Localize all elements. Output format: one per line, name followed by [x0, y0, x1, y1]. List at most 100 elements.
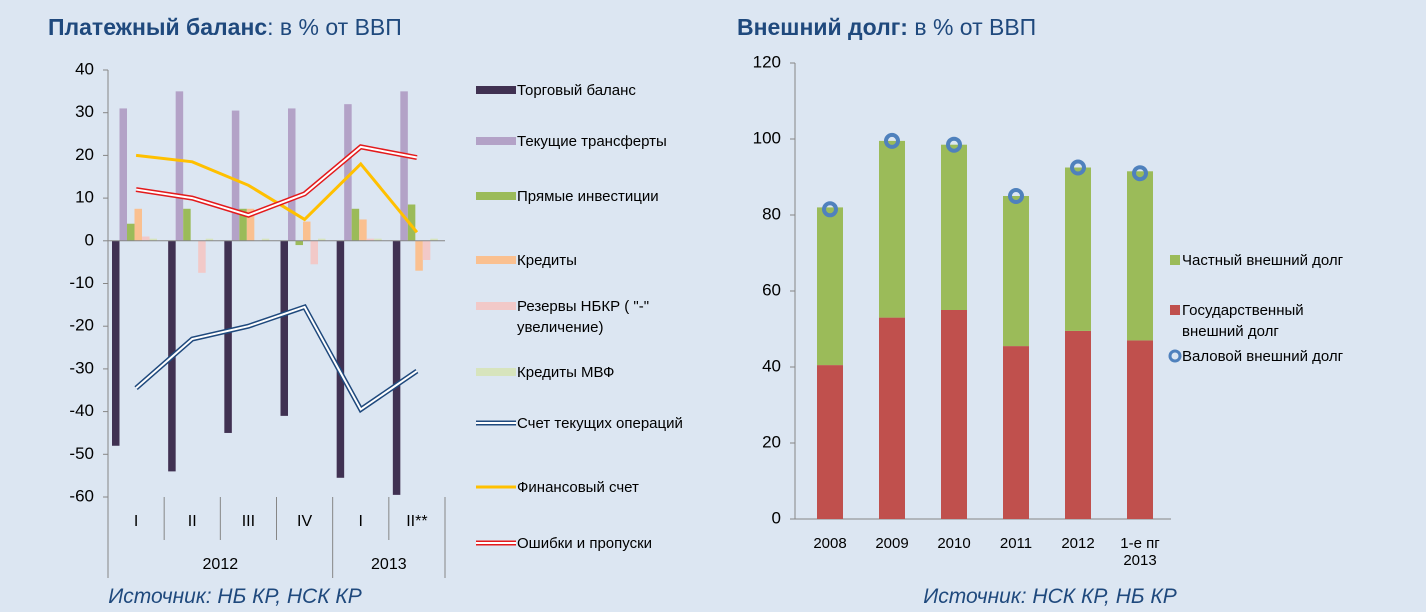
bar — [231, 110, 240, 241]
x-tick-label: II — [188, 513, 197, 530]
x-tick-label: 2011 — [999, 535, 1033, 552]
x-tick-label: I — [134, 513, 138, 530]
chart-title: Платежный баланс: в % от ВВП — [48, 14, 402, 41]
legend-swatch — [476, 368, 516, 376]
legend-swatch — [476, 86, 516, 94]
marker — [1070, 159, 1086, 176]
legend-label: Ошибки и пропуски — [517, 535, 653, 552]
legend-label: Прямые инвестиции — [517, 188, 659, 205]
bar — [336, 240, 345, 478]
bar-segment — [1003, 346, 1029, 519]
bar — [351, 208, 360, 241]
bar — [303, 221, 311, 241]
title-rest: : в % от ВВП — [267, 14, 402, 40]
legend-label: Торговый баланс — [517, 82, 636, 99]
y-tick-label: -40 — [69, 401, 94, 420]
title-bold: Платежный баланс — [48, 14, 268, 40]
x-tick-label: 2008 — [813, 535, 847, 552]
bar — [359, 219, 367, 241]
bar — [310, 240, 318, 265]
y-tick-label: 30 — [75, 102, 94, 121]
bar — [127, 223, 135, 241]
bar — [288, 108, 296, 241]
line-inner — [135, 305, 418, 411]
bar — [134, 208, 142, 241]
bar — [318, 238, 326, 241]
y-tick-label: -60 — [69, 486, 94, 505]
bar — [430, 238, 438, 241]
y-tick-label: 20 — [762, 432, 781, 451]
bar-segment — [879, 317, 905, 519]
legend-swatch — [476, 256, 516, 264]
x-tick-label: II** — [406, 513, 427, 530]
legend-swatch — [476, 137, 516, 145]
bar — [205, 238, 214, 241]
y-tick-label: 100 — [753, 128, 781, 147]
legend-label: Кредиты — [517, 252, 577, 269]
bar-segment — [941, 144, 967, 310]
legend-label: Резервы НБКР ( "-" увеличение) — [517, 298, 650, 336]
bar — [183, 208, 191, 241]
legend-swatch — [1168, 349, 1182, 363]
y-tick-label: 0 — [85, 230, 94, 249]
legend-swatch — [1170, 305, 1180, 315]
title-bold: Внешний долг: — [737, 14, 908, 40]
bar — [422, 240, 431, 261]
bar-segment — [1065, 167, 1091, 331]
bar — [239, 208, 247, 241]
bar — [198, 240, 206, 273]
bar-segment — [1127, 340, 1153, 519]
bar — [142, 236, 150, 241]
bar-segment — [1065, 330, 1091, 519]
x-tick-label: III — [242, 513, 255, 530]
legend-label: Кредиты МВФ — [517, 364, 615, 381]
x-group-label: 2012 — [203, 556, 239, 573]
bar-segment — [941, 310, 967, 519]
bar — [295, 240, 303, 246]
source: Источник: НБ КР, НСК КР — [108, 585, 362, 608]
x-tick-label: 1-е пг 2013 — [1120, 535, 1160, 569]
marker — [884, 132, 900, 149]
y-tick-label: 40 — [762, 356, 781, 375]
bar-segment — [1003, 196, 1029, 347]
bar — [366, 238, 375, 241]
y-tick-label: -30 — [69, 358, 94, 377]
bar — [261, 238, 270, 241]
y-tick-label: 20 — [75, 145, 94, 164]
legend-swatch — [1170, 255, 1180, 265]
marker — [822, 201, 838, 218]
bar — [246, 208, 255, 241]
legend-label: Финансовый счет — [517, 479, 639, 496]
y-tick-label: 60 — [762, 280, 781, 299]
line-inner — [135, 145, 418, 217]
x-tick-label: 2010 — [937, 535, 971, 552]
legend-label: Валовой внешний долг — [1182, 348, 1344, 365]
source: Источник: НСК КР, НБ КР — [923, 585, 1177, 608]
bar — [112, 240, 120, 446]
chart-title: Внешний долг: в % от ВВП — [737, 14, 1036, 41]
x-tick-label: 2012 — [1061, 535, 1095, 552]
marker — [1132, 165, 1148, 182]
marker — [1008, 188, 1024, 204]
title-rest: в % от ВВП — [907, 14, 1037, 40]
x-tick-label: I — [359, 513, 363, 530]
y-tick-label: 10 — [75, 188, 94, 207]
bar — [400, 91, 408, 241]
legend-label: Частный внешний долг — [1182, 252, 1344, 269]
bar-segment — [817, 365, 843, 519]
y-tick-label: -10 — [69, 273, 94, 292]
x-tick-label: 2009 — [875, 535, 909, 552]
bar — [392, 240, 401, 495]
legend-label: Счет текущих операций — [517, 415, 683, 432]
bar — [224, 240, 232, 433]
legend-swatch — [476, 192, 516, 200]
bar — [280, 240, 288, 416]
bar — [344, 104, 352, 241]
y-tick-label: 0 — [772, 508, 781, 527]
y-tick-label: -50 — [69, 444, 94, 463]
x-group-label: 2013 — [371, 556, 407, 573]
bar — [407, 204, 416, 241]
bar — [415, 240, 423, 271]
